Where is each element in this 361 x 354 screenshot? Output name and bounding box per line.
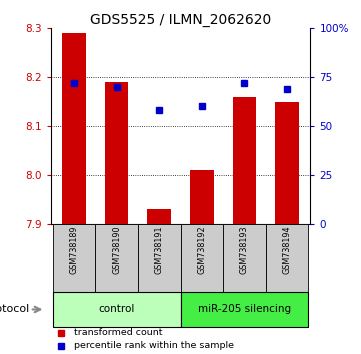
Text: GSM738191: GSM738191 [155, 225, 164, 274]
Bar [266, 224, 308, 292]
Text: GSM738193: GSM738193 [240, 225, 249, 274]
Text: percentile rank within the sample: percentile rank within the sample [74, 341, 234, 350]
Bar [148, 209, 171, 224]
Text: GSM738194: GSM738194 [283, 225, 292, 274]
Bar [62, 33, 86, 224]
Bar [95, 224, 138, 292]
Bar [105, 82, 128, 224]
Title: GDS5525 / ILMN_2062620: GDS5525 / ILMN_2062620 [90, 13, 271, 27]
Text: control: control [99, 304, 135, 314]
Bar [223, 224, 266, 292]
Bar [53, 292, 180, 327]
Bar [180, 224, 223, 292]
Bar [53, 224, 95, 292]
Bar [233, 97, 256, 224]
Text: GSM738192: GSM738192 [197, 225, 206, 274]
Bar [180, 292, 308, 327]
Text: GSM738189: GSM738189 [69, 225, 78, 274]
Text: miR-205 silencing: miR-205 silencing [198, 304, 291, 314]
Bar [190, 170, 213, 224]
Text: transformed count: transformed count [74, 329, 162, 337]
Bar [275, 102, 299, 224]
Bar [138, 224, 180, 292]
Text: GSM738190: GSM738190 [112, 225, 121, 274]
Text: protocol: protocol [0, 304, 30, 314]
